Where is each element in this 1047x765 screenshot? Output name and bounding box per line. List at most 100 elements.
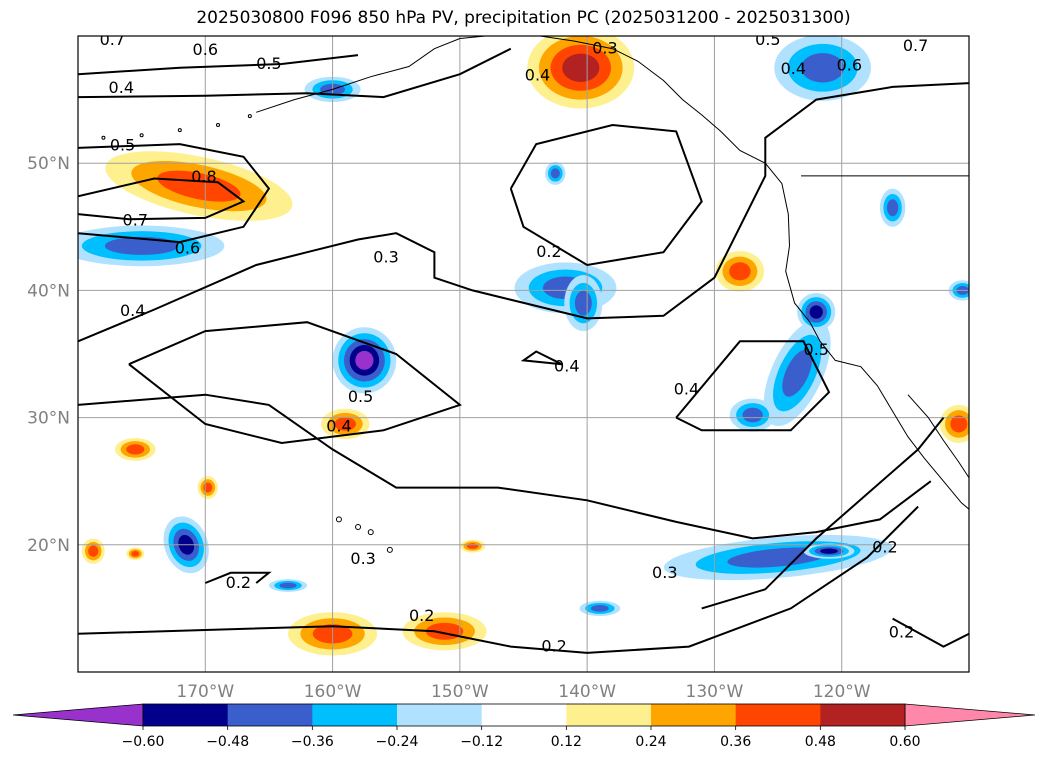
colorbar-tick-label: −0.60: [122, 734, 165, 750]
contour-label: 0.4: [109, 78, 134, 97]
pv-contour: [78, 47, 512, 99]
colorbar-tick-label: 0.60: [889, 734, 920, 750]
colorbar-tick-label: −0.48: [206, 734, 249, 750]
precip-patch-level: [801, 53, 845, 83]
pv-contour: [78, 54, 359, 76]
pv-contour: [78, 82, 969, 343]
map-frame: [77, 35, 970, 673]
precip-patch: [321, 408, 370, 440]
precip-patch-level: [88, 545, 99, 557]
contour-label: 0.7: [903, 36, 928, 55]
coastline-gulf: [907, 394, 969, 479]
gridlines: [78, 36, 969, 672]
colorbar-tick-label: 0.36: [720, 734, 751, 750]
pv-contour: [128, 321, 462, 445]
precip-patch: [105, 151, 293, 221]
precip-patch-level: [550, 168, 560, 179]
precip-patch: [774, 36, 871, 101]
contour-label: 0.3: [350, 549, 375, 568]
precip-patch-level: [126, 444, 145, 455]
precip-patch-level: [574, 290, 592, 316]
pv-contour: [892, 617, 969, 648]
precip-patch-level: [203, 482, 213, 493]
precip-patch-level: [334, 417, 357, 431]
map-area: 0.70.60.50.40.50.80.70.60.40.30.40.30.20…: [78, 30, 969, 672]
contour-label: 0.2: [541, 637, 566, 656]
colorbar-swatch: [397, 704, 483, 726]
colorbar-frame: [142, 703, 906, 727]
precip-patch: [545, 161, 566, 185]
colorbar-swatch: [143, 704, 229, 726]
precip-patch: [564, 275, 603, 332]
precip-patch-level: [809, 305, 823, 319]
precip-patch: [332, 327, 397, 394]
contour-label: 0.2: [409, 606, 434, 625]
contour-label: 0.7: [123, 210, 148, 229]
precip-patch: [527, 36, 635, 109]
contour-label: 0.2: [226, 573, 251, 592]
contour-label: 0.3: [592, 39, 617, 58]
colorbar-swatch: [312, 704, 398, 726]
precip-patch: [126, 547, 145, 561]
contour-label: 0.6: [837, 55, 862, 74]
precip-patch-level: [562, 53, 600, 82]
precip-patch: [268, 579, 308, 592]
precip-patch: [459, 539, 486, 553]
contour-label: 0.4: [781, 59, 806, 78]
colorbar-swatch: [481, 704, 567, 726]
contour-label: 0.8: [191, 167, 216, 186]
colorbar-extend-high: [904, 703, 1036, 727]
aleutian-island: [101, 135, 106, 140]
contour-label: 0.4: [554, 357, 579, 376]
contour-label: 0.3: [373, 247, 398, 266]
precip-patch-level: [590, 605, 609, 612]
precip-patch: [197, 476, 219, 500]
pv-contour: [78, 177, 246, 221]
precip-patch-level: [131, 550, 140, 557]
coastline-alaska: [256, 36, 486, 113]
colorbar-swatch: [820, 704, 906, 726]
contour-label: 0.7: [100, 30, 125, 49]
precip-patch-level: [782, 349, 813, 397]
contour-label: 0.5: [755, 30, 780, 49]
precip-patch: [402, 612, 487, 651]
contour-label: 0.2: [889, 623, 914, 642]
colorbar-tick-label: 0.12: [551, 734, 582, 750]
chart-title: 2025030800 F096 850 hPa PV, precipitatio…: [196, 8, 851, 28]
contour-label: 0.2: [536, 242, 561, 261]
precip-patch-level: [950, 415, 968, 433]
lat-tick-label: 20°N: [27, 536, 70, 556]
colorbar-extend-low: [12, 703, 144, 727]
colorbar: −0.60 −0.48 −0.36 −0.24 −0.12 0.12 0.24 0.36 0.4…: [12, 703, 1036, 750]
precip-patch-level: [355, 350, 374, 370]
map-background: [78, 36, 969, 672]
lat-tick-label: 50°N: [27, 154, 70, 174]
pv-contour: [78, 505, 919, 654]
contour-label: 0.6: [193, 40, 218, 59]
contour-label: 0.6: [175, 238, 200, 257]
aleutian-island: [247, 114, 252, 119]
hawaii-island: [335, 516, 342, 523]
lon-tick-label: 170°W: [176, 682, 234, 702]
precip-patch: [715, 250, 765, 292]
precip-patch-level: [466, 543, 479, 549]
pv-contour: [509, 123, 703, 267]
colorbar-swatch: [227, 704, 313, 726]
contour-label: 0.4: [674, 380, 699, 399]
contour-label: 0.5: [256, 54, 281, 73]
lon-tick-label: 130°W: [686, 682, 744, 702]
lat-tick-label: 30°N: [27, 409, 70, 429]
precip-patch-level: [157, 170, 241, 202]
hawaii-island: [355, 523, 362, 530]
pv-contour: [675, 340, 831, 432]
precip-patch: [729, 398, 776, 432]
lon-tick-label: 150°W: [431, 682, 489, 702]
pv-contour: [701, 416, 945, 610]
precip-patch: [797, 292, 836, 332]
contour-label: 0.2: [872, 537, 897, 556]
colorbar-tick-label: −0.24: [376, 734, 419, 750]
axis-tick-labels: 170°W 160°W 150°W 140°W 130°W 120°W 20°N 30°N 40…: [27, 154, 871, 702]
pv-contour: [78, 143, 271, 244]
colorbar-tick-label: −0.36: [291, 734, 334, 750]
